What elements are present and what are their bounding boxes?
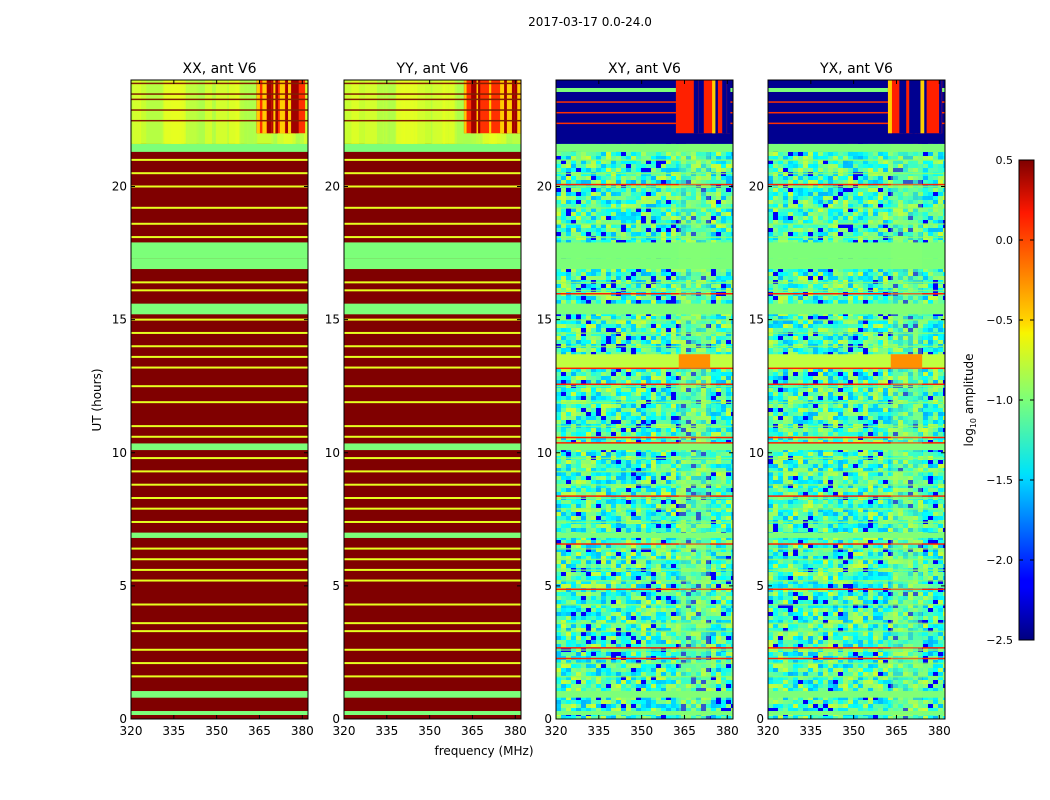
panel-title: XX, ant V6 [183,61,257,77]
y-tick-label: 5 [119,579,127,593]
plot-frame [343,79,522,720]
x-tick-label: 335 [799,724,822,738]
x-tick-label: 380 [504,724,527,738]
y-tick-label: 0 [119,712,127,726]
x-tick-label: 350 [842,724,865,738]
panel-4: YX, ant V6 320 335 350 365 380 0 5 10 15 20 [749,61,951,738]
x-tick-label: 320 [120,724,143,738]
y-tick-label: 20 [749,180,764,194]
y-tick-label: 5 [332,579,340,593]
x-tick-label: 335 [375,724,398,738]
x-tick-label: 365 [673,724,696,738]
y-tick-label: 15 [325,313,340,327]
panel-1: XX, ant V6 320 335 350 365 380 0 5 10 15 20 [112,61,314,738]
colorbar-tick-label: 0.5 [996,154,1014,167]
y-axis-label: UT (hours) [90,368,104,431]
x-tick-label: 350 [205,724,228,738]
colorbar-tick-label: 0.0 [996,234,1014,247]
colorbar-label-main: log [962,428,976,446]
y-tick-label: 5 [544,579,552,593]
colorbar-tick-label: −1.5 [986,474,1013,487]
y-tick-label: 10 [325,446,340,460]
x-tick-label: 380 [928,724,951,738]
y-tick-label: 0 [756,712,764,726]
y-tick-label: 20 [325,180,340,194]
y-tick-label: 0 [544,712,552,726]
colorbar: 0.5 0.0 −0.5 −1.0 −1.5 −2.0 −2.5 log10 amplitu… [962,154,1035,647]
colorbar-label-sub: 10 [969,418,978,428]
y-tick-label: 20 [112,180,127,194]
plot-frame [130,79,309,720]
colorbar-ticks: 0.5 0.0 −0.5 −1.0 −1.5 −2.0 −2.5 [986,154,1034,647]
y-tick-label: 10 [112,446,127,460]
heatmap-image [131,80,308,719]
panel-title: YY, ant V6 [396,61,469,77]
figure-suptitle: 2017-03-17 0.0-24.0 [528,15,652,29]
y-tick-label: 20 [537,180,552,194]
heatmap-image [556,80,733,719]
colorbar-label: log10 amplitude [962,354,978,447]
x-tick-label: 365 [248,724,271,738]
x-tick-label: 320 [757,724,780,738]
x-tick-label: 365 [885,724,908,738]
panel-2: YY, ant V6 320 335 350 365 380 0 5 10 15 20 [325,61,527,738]
y-tick-label: 10 [749,446,764,460]
colorbar-tick-label: −0.5 [986,314,1013,327]
y-tick-label: 15 [112,313,127,327]
x-tick-label: 335 [162,724,185,738]
colorbar-tick-label: −1.0 [986,394,1013,407]
y-tick-label: 15 [537,313,552,327]
x-tick-label: 320 [333,724,356,738]
x-tick-label: 380 [291,724,314,738]
panel-title: YX, ant V6 [819,61,893,77]
x-tick-label: 380 [716,724,739,738]
heatmap-image [344,80,521,719]
y-tick-label: 0 [332,712,340,726]
x-tick-label: 335 [587,724,610,738]
colorbar-label-suffix: amplitude [962,354,976,418]
x-tick-label: 365 [461,724,484,738]
x-tick-label: 350 [630,724,653,738]
heatmap-image [768,80,945,719]
panel-3: XY, ant V6 320 335 350 365 380 0 5 10 15 20 [537,61,739,738]
y-tick-label: 10 [537,446,552,460]
x-tick-label: 350 [418,724,441,738]
plot-frame [767,79,946,720]
colorbar-tick-label: −2.5 [986,634,1013,647]
x-tick-label: 320 [545,724,568,738]
colorbar-tick-label: −2.0 [986,554,1013,567]
x-axis-label: frequency (MHz) [434,744,533,758]
plot-frame [555,79,734,720]
panel-title: XY, ant V6 [608,61,681,77]
y-tick-label: 5 [756,579,764,593]
y-tick-label: 15 [749,313,764,327]
